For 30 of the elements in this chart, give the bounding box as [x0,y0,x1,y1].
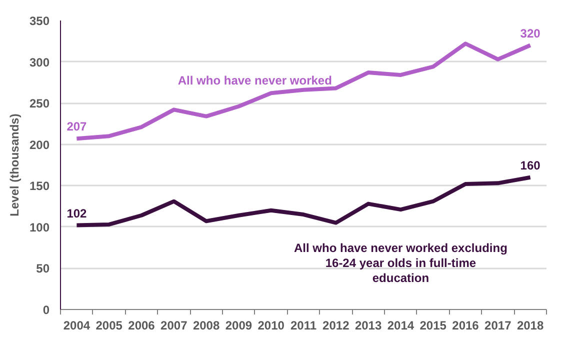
y-tick-label: 50 [36,262,50,276]
x-tick-label: 2014 [387,318,414,332]
y-tick-label: 150 [29,179,50,194]
x-tick-label: 2012 [322,318,350,332]
y-axis-title: Level (thousands) [7,114,22,216]
text: All who have never worked excluding 16-24 year olds in full-time education [294,240,508,285]
x-tick-label: 2015 [420,318,447,332]
y-tick-label: 350 [29,14,50,28]
x-tick-label: 2011 [290,318,317,332]
y-tick-label: 300 [29,55,50,70]
x-tick-label: 2008 [192,318,220,332]
x-tick-label: 2018 [516,318,544,332]
series-label: All who have never worked [178,73,332,88]
data-label: 207 [66,120,88,134]
data-label: 320 [520,26,541,40]
x-tick-label: 2004 [63,318,90,332]
data-label: 102 [66,206,88,220]
x-tick-label: 2010 [258,318,285,332]
x-tick-label: 2016 [452,318,480,332]
x-tick-label: 2013 [354,318,382,332]
y-tick-label: 250 [29,96,50,111]
x-tick-label: 2009 [225,318,252,332]
x-tick-label: 2017 [484,318,512,332]
data-label: 160 [520,158,541,172]
y-tick-label: 0 [42,303,50,317]
y-tick-label: 200 [29,138,50,152]
x-tick-label: 2005 [96,318,123,332]
y-tick-label: 100 [29,220,50,234]
x-tick-label: 2007 [160,318,188,332]
x-tick-label: 2006 [128,318,156,332]
